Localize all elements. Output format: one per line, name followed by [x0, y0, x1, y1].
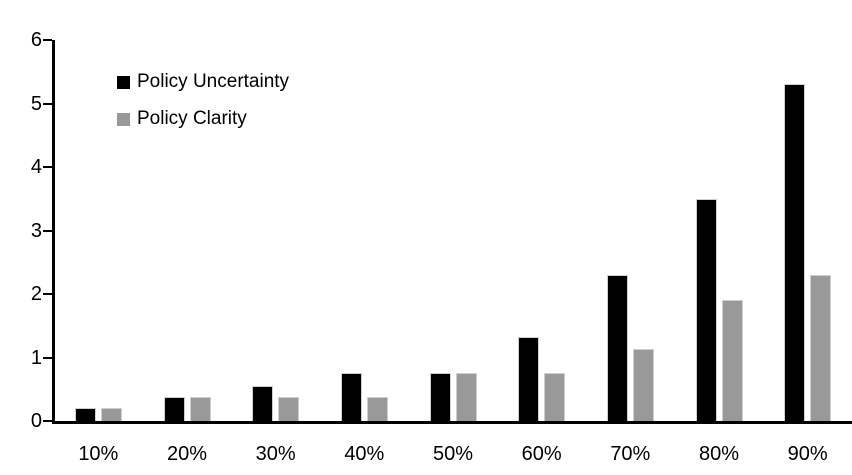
legend-swatch-policy-clarity: [117, 112, 130, 126]
legend-label-policy-uncertainty: Policy Uncertainty: [137, 71, 290, 92]
y-tick-mark: [43, 356, 52, 359]
x-category-label: 50%: [432, 443, 474, 465]
bar-clarity-90%: [810, 274, 832, 421]
x-category-label: 20%: [166, 443, 208, 465]
x-category-label: 30%: [255, 443, 296, 465]
legend: Policy Uncertainty Policy Clarity: [117, 71, 289, 145]
bar-uncertainty-20%: [163, 396, 185, 421]
legend-item-policy-uncertainty: Policy Uncertainty: [117, 71, 289, 93]
x-axis-line: [52, 421, 852, 424]
legend-label-policy-clarity: Policy Clarity: [137, 108, 247, 129]
y-tick-label: 6: [30, 29, 42, 51]
x-category-label: 80%: [698, 443, 740, 465]
bar-uncertainty-30%: [252, 386, 274, 421]
y-tick-label: 1: [30, 346, 42, 369]
y-tick-label: 3: [30, 219, 42, 242]
y-tick-mark: [43, 166, 52, 168]
x-category-label: 70%: [610, 443, 651, 465]
y-tick-mark: [43, 293, 52, 295]
bar-clarity-80%: [721, 300, 743, 421]
y-tick-label: 5: [30, 92, 42, 115]
x-category-label: 10%: [78, 443, 119, 465]
bar-uncertainty-90%: [784, 84, 806, 421]
bar-clarity-70%: [632, 349, 654, 421]
y-tick-mark: [43, 229, 52, 232]
bar-clarity-10%: [100, 408, 122, 421]
y-axis-line: [52, 40, 55, 424]
x-category-label: 60%: [521, 443, 562, 465]
legend-swatch-policy-uncertainty: [117, 75, 130, 89]
y-tick-label: 2: [30, 283, 42, 305]
x-category-label: 40%: [344, 443, 385, 465]
bar-clarity-40%: [366, 396, 388, 421]
bar-uncertainty-80%: [695, 198, 717, 421]
y-tick-mark: [43, 420, 52, 422]
bar-uncertainty-60%: [518, 337, 540, 421]
bar-clarity-30%: [278, 396, 300, 421]
bar-clarity-20%: [189, 396, 211, 421]
bar-uncertainty-40%: [340, 373, 362, 421]
x-category-label: 90%: [787, 443, 828, 465]
bar-uncertainty-70%: [606, 274, 628, 421]
bar-uncertainty-10%: [74, 408, 96, 421]
y-tick-mark: [43, 102, 52, 105]
y-tick-label: 4: [30, 156, 42, 178]
bar-clarity-60%: [544, 373, 566, 421]
bar-uncertainty-50%: [429, 372, 451, 421]
legend-item-policy-clarity: Policy Clarity: [117, 108, 289, 130]
y-tick-mark: [43, 39, 52, 41]
y-tick-label: 0: [30, 410, 42, 432]
bar-clarity-50%: [455, 373, 477, 421]
